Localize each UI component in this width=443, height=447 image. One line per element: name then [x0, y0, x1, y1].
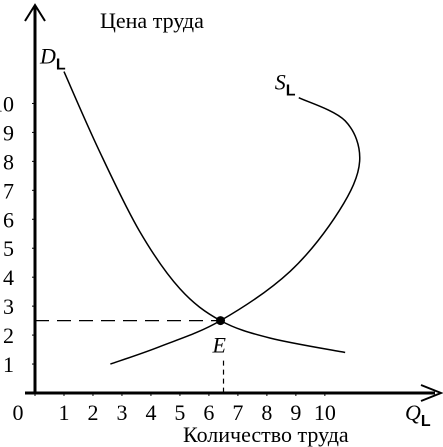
y-tick-label: 7: [3, 178, 14, 203]
y-tick-label: 8: [3, 149, 14, 174]
x-axis-label: Количество труда: [183, 422, 349, 447]
y-tick-label: 3: [3, 294, 14, 319]
x-tick-label: 3: [116, 400, 127, 425]
x-tick-label: 1: [58, 400, 69, 425]
curve-label: SL: [275, 70, 296, 100]
y-axis-label: Цена труда: [100, 8, 204, 33]
curve: [63, 71, 346, 354]
curve-subscript: L: [56, 57, 66, 74]
y-axis-arrow: [24, 3, 46, 22]
curve-letter: S: [275, 70, 286, 95]
y-tick-label: 5: [3, 236, 14, 261]
x-tick-label: 9: [290, 400, 301, 425]
x-tick-label: 0: [13, 400, 24, 425]
x-tick-label: 6: [203, 400, 214, 425]
x-tick-label: 8: [261, 400, 272, 425]
equilibrium-label: E: [212, 333, 227, 358]
y-tick-label: 1: [3, 352, 14, 377]
symbol-subscript: L: [421, 413, 431, 430]
x-tick-label: 4: [145, 400, 156, 425]
y-tick-label: 2: [3, 323, 14, 348]
curve-subscript: L: [286, 83, 296, 100]
equilibrium-point: [216, 316, 226, 326]
x-tick-label: 2: [87, 400, 98, 425]
x-axis-symbol: QL: [405, 400, 431, 430]
y-tick-label: 9: [3, 120, 14, 145]
x-tick-label: 7: [232, 400, 243, 425]
curve-letter: D: [39, 44, 56, 69]
symbol-letter: Q: [405, 400, 421, 425]
curve-label: DL: [39, 44, 66, 74]
y-tick-label: 6: [3, 207, 14, 232]
x-tick-label: 10: [314, 400, 336, 425]
x-tick-label: 5: [174, 400, 185, 425]
y-tick-label: 10: [0, 91, 14, 116]
x-axis-arrow: [420, 384, 443, 402]
y-tick-label: 4: [3, 265, 14, 290]
curve: [110, 96, 361, 365]
